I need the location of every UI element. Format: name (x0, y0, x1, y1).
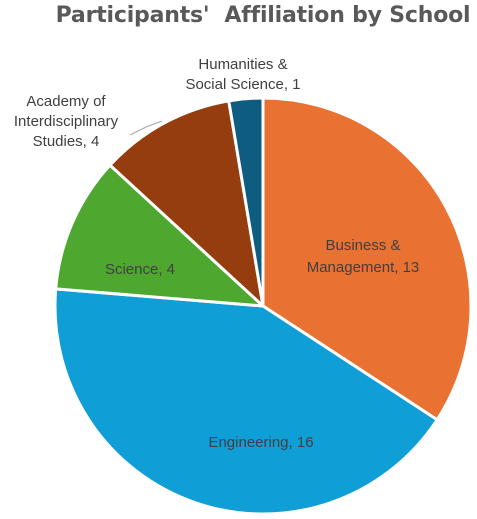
leader-line-academy (129, 120, 163, 136)
data-label-business-management: Business & Management, 13 (307, 237, 420, 276)
data-label-humanities-social-science: Humanities & Social Science, 1 (185, 56, 300, 93)
pie-slice-science (54, 163, 265, 308)
pie-slice-humanities-social-science (227, 96, 265, 308)
pie-slice-engineering (53, 287, 439, 516)
data-label-academy-interdisciplinary: Academy of Interdisciplinary Studies, 4 (14, 93, 119, 150)
pie-slice-academy-interdisciplinary (108, 99, 265, 308)
chart-title: Participants' Affiliation by School (55, 3, 471, 28)
data-label-engineering: Engineering, 16 (208, 434, 313, 451)
data-label-science: Science, 4 (105, 261, 175, 278)
